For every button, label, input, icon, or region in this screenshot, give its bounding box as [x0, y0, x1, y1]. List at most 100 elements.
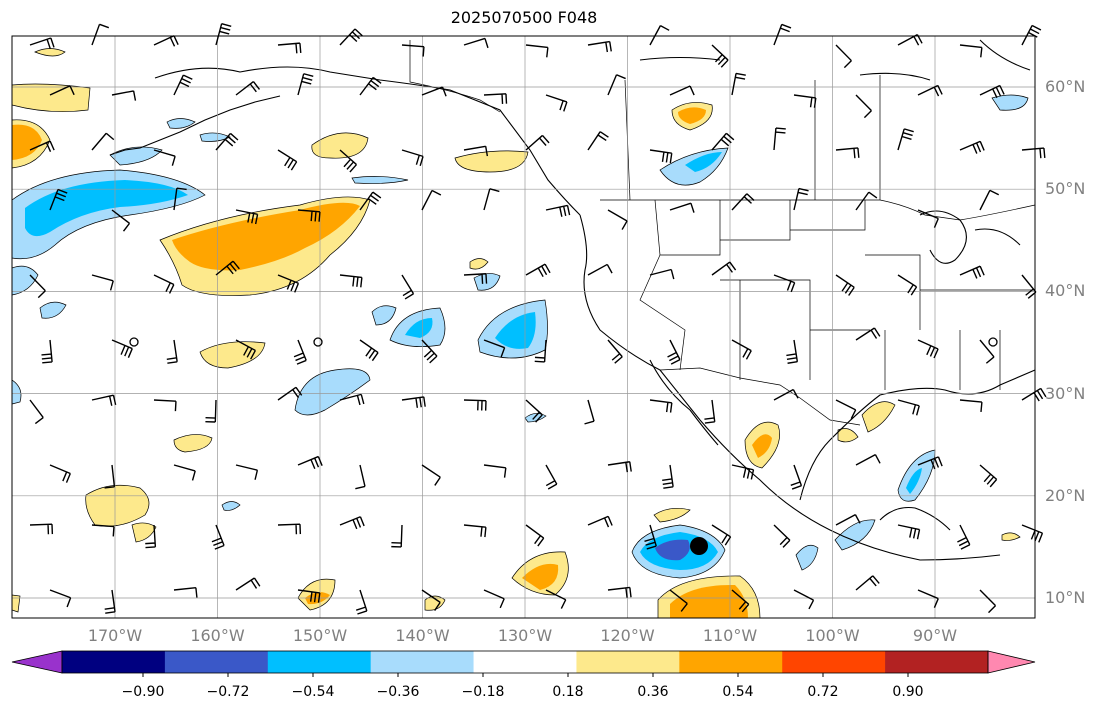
anomaly-positive	[173, 434, 213, 453]
colorbar-over-extension	[987, 650, 1036, 674]
wind-barb	[545, 589, 567, 609]
coastline-north-america-west	[579, 214, 1001, 561]
anomaly-positive	[752, 434, 772, 458]
colorbar-swatch	[885, 651, 989, 673]
wind-barb	[483, 589, 505, 609]
anomaly-negative	[685, 152, 722, 172]
calm-wind-circle	[988, 337, 998, 347]
wind-barb	[49, 85, 75, 96]
colorbar-tick-label: −0.36	[376, 684, 420, 700]
wind-barb	[235, 577, 261, 591]
wind-barb	[1021, 524, 1044, 543]
wind-barb	[897, 524, 921, 540]
wind-barb	[91, 23, 110, 46]
wind-barb	[463, 399, 487, 411]
coastlines	[109, 39, 1036, 561]
anomaly-negative	[109, 146, 163, 166]
longitude-label: 170°W	[87, 626, 143, 645]
anomaly-negative	[294, 368, 371, 416]
wind-barb	[104, 589, 116, 614]
anomaly-positive	[1001, 532, 1021, 541]
wind-barb	[790, 464, 803, 490]
wind-barb	[607, 461, 632, 473]
wind-barb	[607, 74, 626, 96]
wind-barb	[525, 524, 545, 547]
wind-barb	[649, 149, 673, 164]
wind-barb	[525, 263, 551, 278]
wind-barb	[917, 456, 943, 470]
us-mexico-border	[659, 367, 861, 426]
wind-barb	[587, 131, 609, 151]
longitude-label: 100°W	[805, 626, 860, 645]
great-lakes	[919, 210, 1021, 264]
wind-barb	[545, 204, 571, 217]
anomaly-negative	[11, 265, 39, 296]
anomaly-negative	[351, 176, 409, 184]
anomaly-negative	[199, 132, 231, 142]
wind-barb	[483, 339, 506, 358]
wind-barb	[855, 191, 878, 211]
wind-barb	[339, 274, 363, 288]
wind-barb	[959, 44, 983, 58]
colorbar	[11, 650, 1036, 677]
state-lines	[639, 199, 1035, 390]
wind-barb	[49, 188, 68, 211]
wind-barb	[897, 128, 914, 151]
wind-barb	[704, 399, 716, 424]
anomaly-positive	[199, 341, 266, 369]
wind-barb	[855, 575, 880, 591]
wind-barb	[979, 189, 1000, 211]
wind-barb	[855, 327, 881, 341]
wind-barb	[917, 209, 939, 228]
anomaly-negative	[991, 94, 1029, 111]
wind-barb	[525, 44, 549, 58]
wind-barb	[979, 464, 998, 488]
wind-barb	[166, 339, 178, 364]
wind-barb	[731, 464, 755, 480]
anomaly-positive	[11, 83, 91, 113]
wind-barb	[91, 394, 117, 406]
us-canada-border	[600, 199, 1036, 221]
colorbar-tick-label: −0.90	[121, 684, 165, 700]
wind-barb	[29, 274, 46, 299]
anomaly-negative	[11, 379, 22, 405]
wind-barb	[711, 132, 735, 151]
wind-barb	[297, 73, 314, 96]
wind-barb	[235, 81, 261, 96]
wind-barb	[793, 187, 809, 211]
hudson-coast	[639, 39, 1031, 81]
wind-barb	[401, 44, 425, 57]
wind-barb	[917, 589, 939, 608]
graticule	[12, 36, 1035, 618]
wind-barb	[773, 274, 796, 293]
colorbar-tick-label: 0.72	[807, 684, 839, 700]
wind-barb	[421, 189, 442, 211]
wind-barb	[959, 140, 985, 154]
anomaly-negative	[25, 180, 188, 237]
wind-barb	[662, 464, 674, 489]
wind-barb	[153, 149, 176, 166]
political-borders	[409, 40, 1036, 426]
wind-barb	[359, 76, 382, 96]
wind-barb	[145, 524, 157, 549]
wind-barb	[731, 72, 746, 96]
wind-barb	[773, 388, 799, 401]
wind-barb	[277, 42, 302, 54]
wind-barb	[711, 524, 732, 546]
coastline-aleutians	[109, 95, 281, 156]
wind-barb	[587, 515, 613, 528]
anomaly-positive	[670, 584, 748, 618]
wind-barb	[979, 589, 997, 614]
wind-barb	[235, 339, 256, 360]
wind-barb	[401, 149, 424, 167]
wind-barb	[979, 339, 995, 364]
wind-barb	[731, 589, 750, 613]
wind-barb	[421, 339, 438, 364]
anomaly-positive	[131, 522, 157, 543]
longitude-label: 160°W	[190, 626, 245, 645]
wind-barb	[277, 149, 298, 171]
anomaly-negative	[795, 544, 819, 571]
anomaly-positive	[311, 132, 369, 159]
wind-barb	[649, 268, 675, 280]
anomaly-negative	[405, 318, 433, 338]
